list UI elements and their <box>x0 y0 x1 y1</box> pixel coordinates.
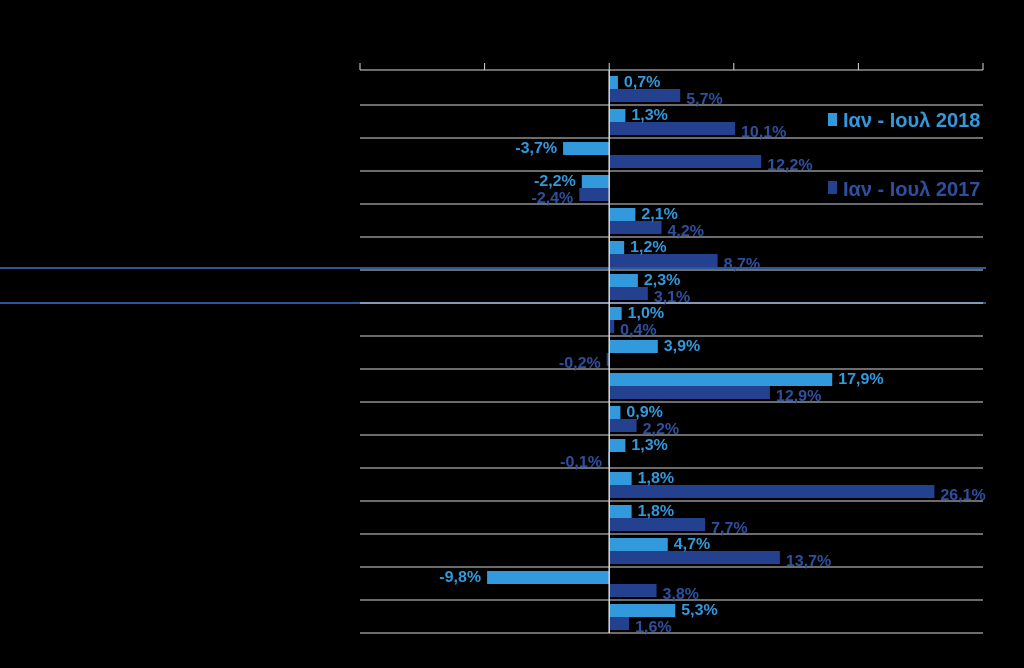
bar-2018 <box>609 505 632 518</box>
legend-swatch-2018 <box>828 113 837 126</box>
data-label-2017: 7,7% <box>711 520 747 537</box>
legend-label-2018: Ιαν - Ιουλ 2018 <box>843 110 980 132</box>
data-label-2017: 5,7% <box>686 91 722 108</box>
data-label-2017: 12,2% <box>767 157 812 174</box>
bar-2018 <box>609 472 632 485</box>
data-label-2017: 2,2% <box>643 421 679 438</box>
data-label-2017: 8,7% <box>724 256 760 273</box>
bar-2017 <box>609 617 630 630</box>
data-label-2018: 5,3% <box>681 602 717 619</box>
data-label-2017: -2,4% <box>531 190 573 207</box>
legend-swatch-2017 <box>828 181 837 194</box>
bar-2018 <box>609 241 625 254</box>
bar-2017 <box>609 221 662 234</box>
bar-2017 <box>609 287 648 300</box>
bar-2018 <box>609 208 636 221</box>
bar-2018 <box>487 571 610 584</box>
data-label-2018: 3,9% <box>664 338 700 355</box>
data-label-2018: 1,3% <box>631 107 667 124</box>
bar-2018 <box>609 307 622 320</box>
data-label-2017: 13,7% <box>786 553 831 570</box>
data-label-2017: -0,1% <box>560 454 602 471</box>
data-label-2018: 1,2% <box>630 239 666 256</box>
bar-2018 <box>563 142 610 155</box>
bar-2017 <box>609 386 770 399</box>
data-label-2017: 10,1% <box>741 124 786 141</box>
data-label-2017: -0,2% <box>559 355 601 372</box>
data-label-2017: 26,1% <box>940 487 985 504</box>
bar-2018 <box>609 538 668 551</box>
bar-2018 <box>609 373 833 386</box>
bar-2017 <box>609 551 780 564</box>
data-label-2018: 0,7% <box>624 74 660 91</box>
data-label-2017: 1,6% <box>635 619 671 636</box>
data-label-2018: 2,1% <box>641 206 677 223</box>
data-label-2018: 4,7% <box>674 536 710 553</box>
bar-2017 <box>609 89 681 102</box>
data-label-2018: 1,0% <box>628 305 664 322</box>
data-label-2018: 2,3% <box>644 272 680 289</box>
bar-2017 <box>609 122 736 135</box>
bar-2017 <box>609 419 637 432</box>
bar-2018 <box>609 274 638 287</box>
data-label-2018: 1,8% <box>638 503 674 520</box>
bar-2017 <box>579 188 610 201</box>
bar-2018 <box>609 76 618 89</box>
bar-2017 <box>609 254 718 267</box>
bar-2018 <box>609 604 676 617</box>
data-label-2017: 0,4% <box>620 322 656 339</box>
bar-2017 <box>609 320 615 333</box>
data-label-2018: 1,3% <box>631 437 667 454</box>
bar-2018 <box>609 340 658 353</box>
bar-2018 <box>609 109 626 122</box>
data-label-2018: -3,7% <box>515 140 557 157</box>
data-label-2018: 1,8% <box>638 470 674 487</box>
data-label-2017: 3,8% <box>663 586 699 603</box>
data-label-2018: 0,9% <box>626 404 662 421</box>
legend-label-2017: Ιαν - Ιουλ 2017 <box>843 179 980 201</box>
data-label-2017: 3,1% <box>654 289 690 306</box>
bar-2017 <box>606 353 610 366</box>
bar-2018 <box>581 175 610 188</box>
bar-2017 <box>609 485 935 498</box>
bar-2018 <box>609 406 621 419</box>
bar-2017 <box>609 584 657 597</box>
bar-2017 <box>609 155 762 168</box>
bar-2018 <box>609 439 626 452</box>
data-label-2018: -9,8% <box>439 569 481 586</box>
data-label-2018: 17,9% <box>838 371 883 388</box>
data-label-2018: -2,2% <box>534 173 576 190</box>
bar-2017 <box>609 518 706 531</box>
data-label-2017: 12,9% <box>776 388 821 405</box>
data-label-2017: 4,2% <box>668 223 704 240</box>
